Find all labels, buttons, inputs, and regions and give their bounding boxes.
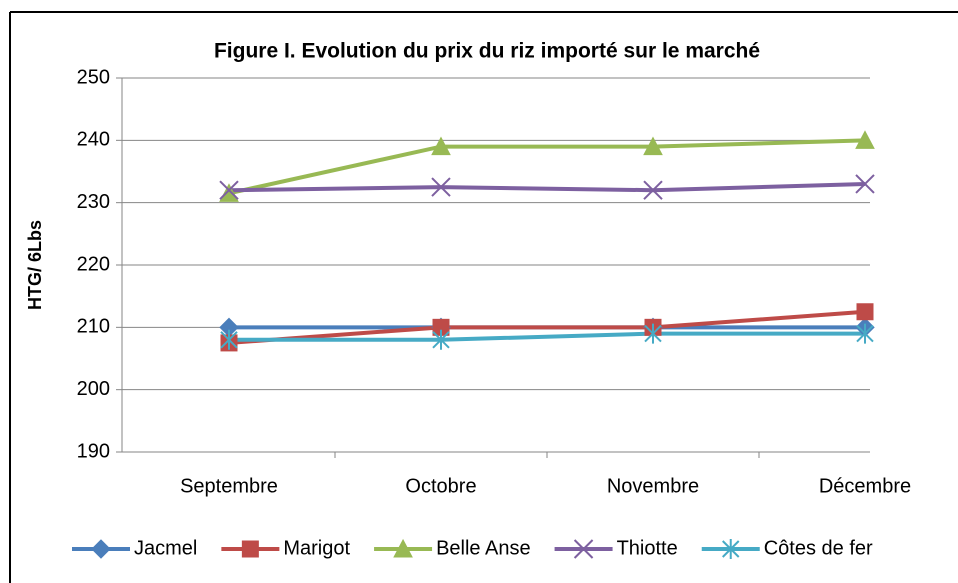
marker <box>643 180 663 200</box>
y-tick-label: 210 <box>77 316 110 338</box>
marker <box>241 540 259 558</box>
marker <box>432 329 450 350</box>
marker <box>856 323 874 344</box>
y-axis-label: HTG/ 6Lbs <box>25 220 45 310</box>
y-tick-label: 190 <box>77 440 110 462</box>
marker <box>855 130 875 149</box>
y-tick-label: 250 <box>77 66 110 88</box>
x-tick-label: Décembre <box>819 475 911 497</box>
series-line <box>229 331 865 342</box>
marker <box>91 539 111 559</box>
y-tick-label: 230 <box>77 191 110 213</box>
series-line <box>228 309 866 345</box>
legend-label: Marigot <box>283 537 350 559</box>
y-tick-label: 200 <box>77 378 110 400</box>
marker <box>431 136 451 156</box>
x-tick-label: Octobre <box>405 475 476 497</box>
legend-label: Belle Anse <box>436 537 531 559</box>
marker <box>219 180 239 200</box>
legend-label: Thiotte <box>617 537 678 559</box>
marker <box>220 329 238 350</box>
marker <box>643 136 663 156</box>
series-line <box>228 138 866 196</box>
y-tick-label: 240 <box>77 129 110 151</box>
marker <box>393 538 413 558</box>
marker <box>573 539 594 559</box>
chart-title: Figure I. Evolution du prix du riz impor… <box>214 40 760 63</box>
legend-label: Côtes de fer <box>764 537 873 559</box>
x-tick-label: Septembre <box>180 475 278 497</box>
marker <box>856 303 874 321</box>
marker <box>431 177 451 197</box>
marker <box>219 183 239 202</box>
marker <box>855 174 875 194</box>
marker <box>644 323 662 344</box>
series-line <box>228 181 866 193</box>
legend-label: Jacmel <box>134 537 197 559</box>
marker <box>722 539 740 559</box>
x-tick-label: Novembre <box>607 475 699 497</box>
y-tick-label: 220 <box>77 253 110 275</box>
